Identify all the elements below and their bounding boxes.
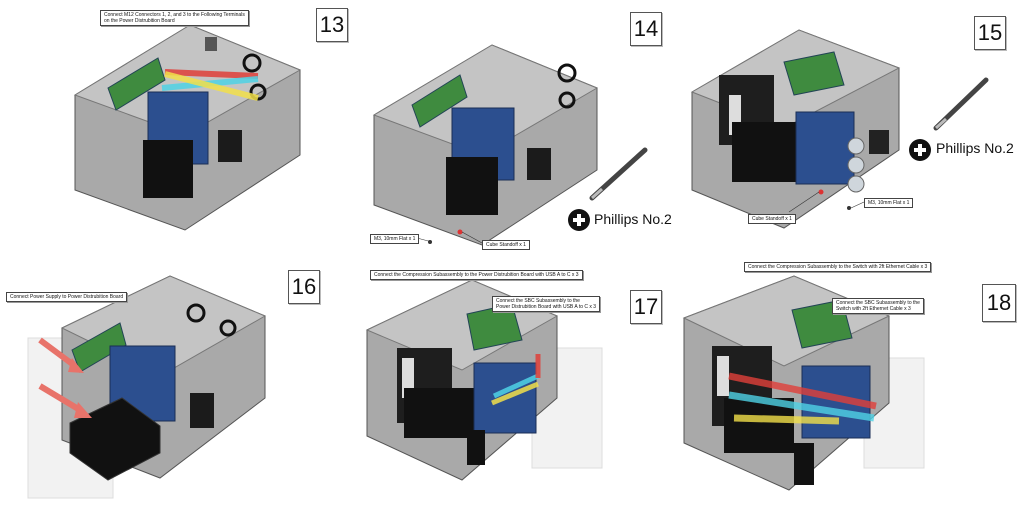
step-14-panel: 14 M3, 10mm Flat x 1 Cube Standoff x 1 P…: [342, 0, 684, 258]
step-number-18: 18: [982, 284, 1016, 322]
step-14-assembly-illustration: [372, 44, 648, 246]
step-14-screw-callout: M3, 10mm Flat x 1: [370, 234, 420, 244]
step-17-sbc-instruction: Connect the SBC Subassembly to the Power…: [492, 296, 601, 312]
step-13-instruction: Connect M12 Connectors 1, 2, and 3 to th…: [100, 10, 249, 26]
step-18-panel: 18 Connect the Compression Subassembly t…: [682, 258, 1026, 515]
step-17-assembly-illustration: [365, 279, 603, 481]
step-15-screw-callout: M3, 10mm Flat x 1: [864, 198, 914, 208]
step-16-panel: 16 Connect Power Supply to Power Distrub…: [0, 258, 342, 515]
step-15-tool-label: Phillips No.2: [936, 140, 1014, 156]
step-number-15: 15: [974, 16, 1006, 50]
step-16-assembly-illustration: [27, 275, 267, 499]
step-17-compression-instruction: Connect the Compression Subassembly to t…: [370, 270, 583, 280]
step-15-standoff-callout: Cube Standoff x 1: [748, 214, 796, 224]
step-16-instruction: Connect Power Supply to Power Distrubiti…: [6, 292, 128, 302]
step-18-compression-instruction: Connect the Compression Subassembly to t…: [744, 262, 932, 272]
step-15-panel: 15 M3, 10mm Flat x 1 Cube Standoff x 1 P…: [684, 0, 1026, 258]
step-number-14: 14: [630, 12, 662, 46]
step-14-standoff-callout: Cube Standoff x 1: [482, 240, 530, 250]
step-18-sbc-instruction: Connect the SBC Subassembly to the Switc…: [832, 298, 924, 314]
step-15-assembly-illustration: [690, 29, 989, 229]
step-number-13: 13: [316, 8, 348, 42]
step-13-assembly-illustration: [73, 24, 302, 231]
step-number-16: 16: [288, 270, 320, 304]
step-17-panel: 17 Connect the Compression Subassembly t…: [342, 258, 684, 515]
step-13-panel: 13 Connect M12 Connectors 1, 2, and 3 to…: [0, 0, 348, 258]
step-14-tool-label: Phillips No.2: [594, 211, 672, 227]
step-number-17: 17: [630, 290, 662, 324]
step-18-assembly-illustration: [682, 275, 925, 491]
